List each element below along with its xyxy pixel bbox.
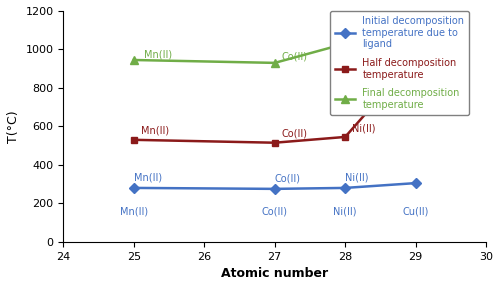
Text: Ni(II): Ni(II) — [334, 207, 357, 217]
Text: Ni(II): Ni(II) — [342, 30, 365, 40]
Text: Ni(II): Ni(II) — [345, 172, 368, 182]
Text: Co(II): Co(II) — [282, 129, 308, 139]
Legend: Initial decomposition
temperature due to
ligand, Half decomposition
temperature,: Initial decomposition temperature due to… — [330, 11, 469, 115]
Text: Mn(II): Mn(II) — [120, 207, 148, 217]
Text: Mn(II): Mn(II) — [134, 172, 162, 182]
Text: Co(II): Co(II) — [274, 173, 300, 183]
Text: Co(II): Co(II) — [282, 52, 308, 62]
Text: Co(II): Co(II) — [262, 207, 287, 217]
Text: Cu(II): Cu(II) — [426, 19, 452, 29]
Text: Ni(II): Ni(II) — [352, 123, 376, 133]
Text: Mn(II): Mn(II) — [144, 49, 172, 59]
Text: Mn(II): Mn(II) — [141, 126, 169, 136]
Text: Cu(II): Cu(II) — [402, 207, 429, 217]
Y-axis label: T(°C): T(°C) — [7, 110, 20, 143]
Text: Cu(II): Cu(II) — [402, 72, 428, 82]
X-axis label: Atomic number: Atomic number — [221, 267, 328, 280]
